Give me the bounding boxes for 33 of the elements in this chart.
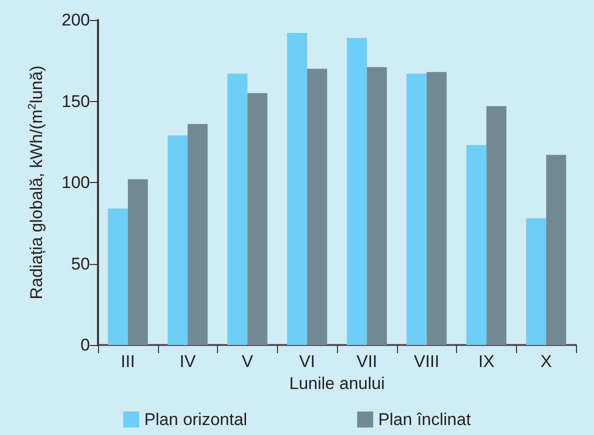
bar: [247, 93, 268, 345]
bar: [346, 38, 367, 345]
x-tick-label: VI: [299, 352, 316, 371]
bar: [486, 106, 506, 345]
x-tick-label: V: [242, 352, 254, 371]
bar: [526, 218, 546, 345]
bar: [108, 208, 128, 345]
bar: [366, 67, 387, 345]
y-tick-label: 100: [62, 173, 90, 192]
bar: [227, 74, 248, 345]
x-tick-label: VIII: [414, 352, 440, 371]
x-tick-label: VII: [356, 352, 378, 371]
x-tick-label: IV: [180, 352, 196, 371]
bar: [188, 124, 208, 345]
legend-label: Plan înclinat: [378, 410, 472, 429]
bar: [466, 145, 486, 345]
x-tick-label: X: [540, 352, 552, 371]
x-axis-title: Lunile anului: [289, 374, 385, 393]
y-axis-title: Radiația globală, kWh/(m2lună): [26, 66, 46, 300]
bar: [128, 179, 148, 345]
y-tick-label: 0: [80, 336, 90, 354]
bar: [426, 72, 447, 345]
bar: [168, 135, 188, 345]
y-tick-label: 200: [62, 10, 90, 30]
bar: [287, 33, 308, 345]
bar: [406, 74, 427, 345]
x-tick-label: III: [120, 352, 135, 371]
legend-label: Plan orizontal: [144, 410, 248, 429]
bar: [307, 68, 328, 345]
y-tick-label: 150: [62, 92, 90, 111]
y-tick-label: 50: [71, 254, 90, 274]
bar: [546, 154, 566, 345]
x-tick-label: IX: [478, 352, 494, 371]
